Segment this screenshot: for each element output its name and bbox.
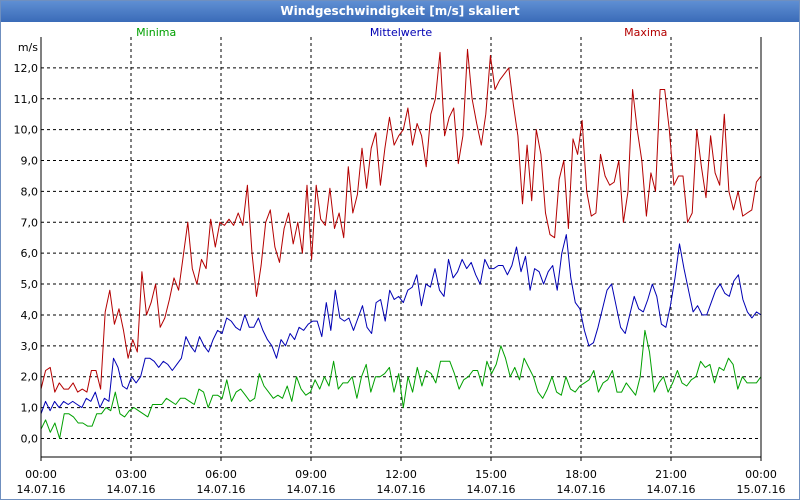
y-tick-label: 8,0 (21, 185, 39, 198)
x-tick-time: 21:00 (655, 468, 687, 481)
series-line-maxima (40, 48, 762, 393)
y-tick-label: 9,0 (21, 155, 39, 168)
legend-maxima: Maxima (624, 26, 667, 39)
y-tick-label: 2,0 (21, 371, 39, 384)
legend-minima: Minima (136, 26, 176, 39)
y-tick-label: 5,0 (21, 278, 39, 291)
x-tick-time: 18:00 (565, 468, 597, 481)
x-tick-date: 14.07.16 (377, 483, 426, 496)
x-tick-time: 12:00 (385, 468, 417, 481)
x-tick-date: 14.07.16 (467, 483, 516, 496)
x-tick-date: 14.07.16 (557, 483, 606, 496)
y-tick-label: 10,0 (14, 124, 39, 137)
y-tick-label: 0,0 (21, 432, 39, 445)
labels: 0,0 1,0 2,0 3,0 4,0 5,0 6,0 7,0 8,0 9,0 10,0 11,0 12… (14, 26, 786, 496)
series-group (40, 48, 762, 439)
y-tick-label: 4,0 (21, 309, 39, 322)
y-tick-label: 7,0 (21, 216, 39, 229)
axes (40, 37, 762, 461)
y-tick-label: 11,0 (14, 93, 39, 106)
x-tick-time: 00:00 (25, 468, 57, 481)
x-tick-date: 14.07.16 (647, 483, 696, 496)
y-tick-label: 1,0 (21, 402, 39, 415)
x-tick-date: 14.07.16 (287, 483, 336, 496)
x-tick-time: 06:00 (205, 468, 237, 481)
series-line-mittelwerte (40, 234, 762, 414)
y-tick-label: 3,0 (21, 340, 39, 353)
x-tick-time: 03:00 (115, 468, 147, 481)
x-tick-date: 14.07.16 (107, 483, 156, 496)
series-line-minima (40, 329, 762, 439)
window-title: Windgeschwindigkeit [m/s] skaliert (1, 1, 799, 22)
y-tick-label: 6,0 (21, 247, 39, 260)
x-tick-time: 09:00 (295, 468, 327, 481)
y-axis-label: m/s (18, 41, 38, 54)
x-tick-date: 14.07.16 (197, 483, 246, 496)
y-tick-label: 12,0 (14, 62, 39, 75)
x-tick-date: 15.07.16 (737, 483, 786, 496)
x-tick-date: 14.07.16 (17, 483, 66, 496)
wind-speed-chart: 0,0 1,0 2,0 3,0 4,0 5,0 6,0 7,0 8,0 9,0 10,0 11,0 12… (14, 26, 786, 496)
x-tick-time: 15:00 (475, 468, 507, 481)
x-tick-time: 00:00 (745, 468, 777, 481)
legend-mittelwerte: Mittelwerte (370, 26, 433, 39)
